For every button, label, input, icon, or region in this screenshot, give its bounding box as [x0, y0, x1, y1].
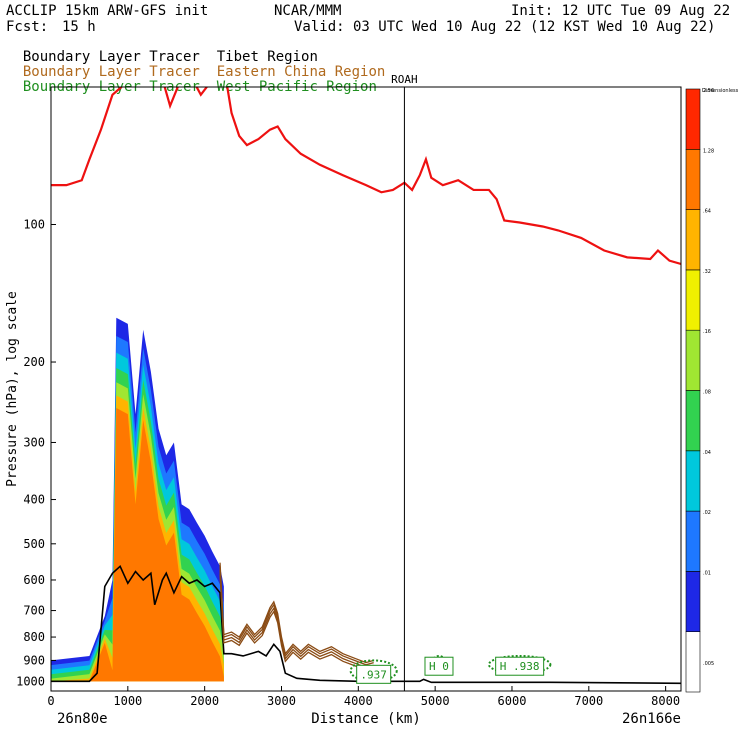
east-china-contour-0	[219, 566, 374, 666]
east-china-contour-2	[219, 562, 374, 664]
west-pacific-label-0: .937	[360, 668, 387, 681]
colorbar-title: Dimensionless	[702, 88, 739, 94]
x-axis-title: Distance (km)	[311, 711, 421, 727]
right-endpoint-label: 26n166e	[622, 711, 681, 727]
west-pacific-label-2: H .938	[500, 660, 540, 673]
valid-time: Valid: 03 UTC Wed 10 Aug 22 (12 KST Wed …	[294, 19, 716, 35]
x-tick-label-4: 4000	[344, 694, 373, 708]
plot-area: .937 H 0 H .938	[51, 87, 681, 685]
colorbar-level-5: .16	[703, 329, 711, 335]
y-tick-label-5: 600	[23, 573, 45, 587]
colorbar-level-2: .02	[703, 510, 711, 516]
x-tick-label-8: 8000	[651, 694, 680, 708]
y-tick-label-7: 800	[23, 630, 45, 644]
colorbar-swatch-6	[685, 269, 701, 331]
y-tick-label-2: 300	[23, 435, 45, 449]
tracer-band-6	[51, 408, 224, 682]
colorbar-swatch-5	[685, 329, 701, 391]
y-tick-label-0: 100	[23, 218, 45, 232]
colorbar-level-7: .64	[703, 209, 711, 215]
colorbar-level-1: .01	[703, 570, 711, 576]
east-china-contour-3	[219, 574, 374, 671]
y-tick-label-1: 200	[23, 355, 45, 369]
left-endpoint-label: 26n80e	[57, 711, 108, 727]
legend-item-tibet: Boundary Layer Tracer Tibet Region	[22, 49, 318, 65]
y-axis-title: Pressure (hPa), log scale	[5, 291, 20, 487]
y-tick-label-6: 700	[23, 604, 45, 618]
model-title: ACCLIP 15km ARW-GFS init	[6, 3, 209, 19]
x-tick-label-0: 0	[47, 694, 54, 708]
org-label: NCAR/MMM	[274, 3, 342, 19]
forecast-label: Fcst:	[6, 19, 49, 35]
colorbar-level-4: .08	[703, 390, 711, 396]
init-time: Init: 12 UTC Tue 09 Aug 22	[511, 3, 731, 19]
colorbar-level-8: 1.28	[703, 148, 714, 154]
y-tick-label-4: 500	[23, 537, 45, 551]
east-china-contour-1	[219, 570, 374, 669]
colorbar-swatch-9	[685, 88, 701, 150]
x-tick-label-2: 2000	[190, 694, 219, 708]
x-tick-label-6: 6000	[498, 694, 527, 708]
x-tick-label-7: 7000	[574, 694, 603, 708]
colorbar-level-3: .04	[703, 450, 711, 456]
colorbar-level-9: 2.56	[703, 88, 714, 94]
x-tick-label-5: 5000	[421, 694, 450, 708]
colorbar-swatch-8	[685, 149, 701, 210]
tropopause-line	[51, 87, 681, 266]
legend-item-eastern-china: Boundary Layer Tracer Eastern China Regi…	[22, 64, 386, 80]
west-pacific-box-1	[424, 656, 454, 676]
colorbar-level-0: .005	[703, 661, 714, 667]
west-pacific-box-0	[356, 664, 392, 684]
colorbar-swatch-3	[685, 450, 701, 512]
y-tick-label-8: 900	[23, 653, 45, 667]
x-tick-label-1: 1000	[113, 694, 142, 708]
west-pacific-box-2	[495, 656, 545, 676]
colorbar-swatch-0	[685, 631, 701, 693]
colorbar-swatch-4	[685, 390, 701, 452]
west-pacific-region-0	[349, 659, 398, 683]
y-tick-label-3: 400	[23, 493, 45, 507]
colorbar-level-6: .32	[703, 269, 711, 275]
plot-frame	[50, 86, 682, 692]
colorbar-swatch-1	[685, 571, 701, 633]
west-pacific-label-1: H 0	[429, 660, 449, 673]
marker-label: ROAH	[391, 73, 418, 86]
x-tick-label-3: 3000	[267, 694, 296, 708]
y-tick-label-9: 1000	[16, 674, 45, 688]
colorbar-swatch-7	[685, 209, 701, 271]
forecast-hours: 15 h	[62, 19, 96, 35]
colorbar-swatch-2	[685, 510, 701, 572]
